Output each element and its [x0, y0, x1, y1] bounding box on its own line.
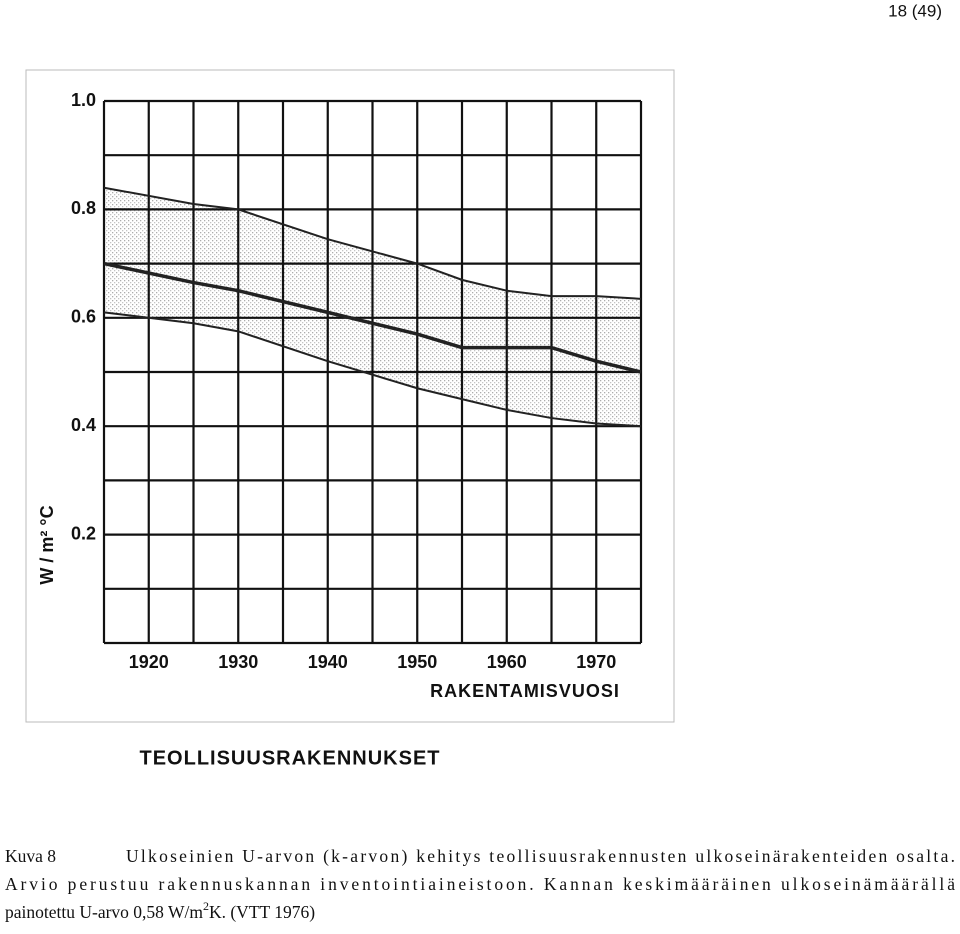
caption-line: Ulkoseinien U-arvon (k-arvon) kehitys te… — [126, 846, 955, 866]
caption-text: K. (VTT 1976) — [209, 902, 315, 922]
y-axis-label: W / m² °C — [37, 505, 57, 584]
x-tick-label: 1920 — [129, 652, 169, 672]
x-tick-label: 1950 — [397, 652, 437, 672]
y-tick-label: 1.0 — [71, 90, 96, 110]
caption-text: painotettu U-arvo 0,58 W/m — [5, 902, 203, 922]
chart-title: TEOLLISUUSRAKENNUKSET — [139, 747, 440, 769]
x-tick-label: 1940 — [308, 652, 348, 672]
x-tick-label: 1930 — [218, 652, 258, 672]
caption-label: Kuva 8 — [5, 846, 56, 866]
caption-line: painotettu U-arvo 0,58 W/m2K. (VTT 1976) — [5, 899, 315, 922]
x-axis-label: RAKENTAMISVUOSI — [430, 681, 620, 701]
page-number: 18 (49) — [888, 1, 942, 20]
chart: 0.2 0.4 0.6 0.8 1.0 1920 1930 1940 1950 1960 1970 — [71, 90, 643, 672]
y-tick-label: 0.4 — [71, 415, 96, 435]
data-line — [103, 311, 642, 428]
data-line — [103, 261, 642, 374]
y-tick-label: 0.6 — [71, 307, 96, 327]
superscript: 2 — [203, 899, 209, 913]
figure-frame — [25, 69, 675, 723]
x-tick-label: 1960 — [487, 652, 527, 672]
y-tick-label: 0.2 — [71, 523, 96, 543]
data-line — [103, 186, 642, 300]
caption-line: Arvio perustuu rakennuskannan inventoint… — [5, 874, 955, 894]
x-tick-label: 1970 — [576, 652, 616, 672]
y-tick-label: 0.8 — [71, 198, 96, 218]
